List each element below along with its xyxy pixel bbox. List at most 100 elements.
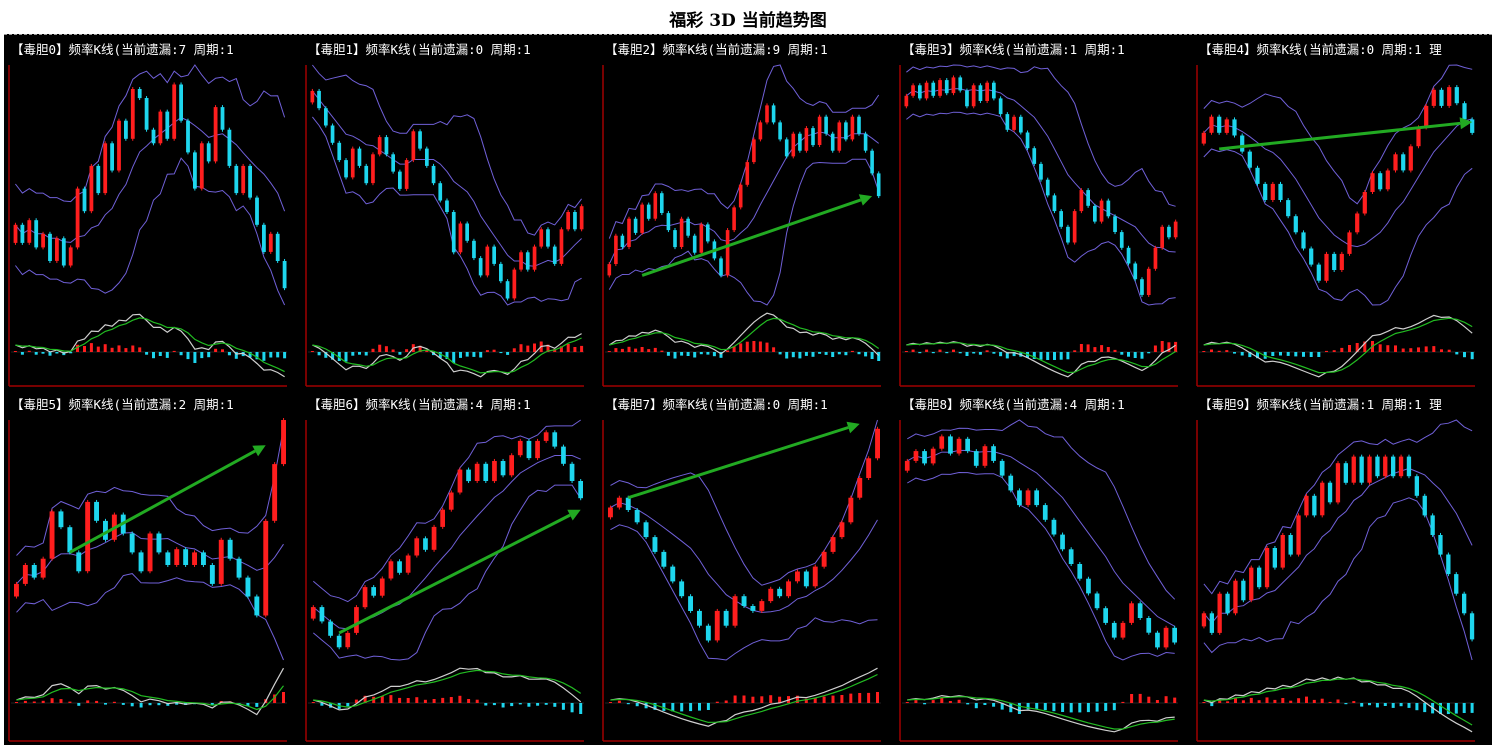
indicator-bar xyxy=(1155,700,1159,703)
candle-body xyxy=(512,269,517,299)
candle-body xyxy=(1025,132,1030,149)
indicator-bar xyxy=(1210,703,1214,707)
candle-body xyxy=(1137,603,1143,618)
candle-body xyxy=(158,111,163,144)
band-lower-line xyxy=(1203,148,1473,306)
band-middle-line xyxy=(312,455,581,630)
candle-body xyxy=(1153,247,1158,269)
band-upper-line xyxy=(312,64,582,236)
indicator-bar xyxy=(221,349,224,352)
indicator-bar xyxy=(1447,349,1451,352)
candle-body xyxy=(156,533,162,553)
indicator-bar xyxy=(131,345,135,352)
candle-body xyxy=(848,497,854,523)
candle-body xyxy=(1385,170,1390,190)
indicator-bar xyxy=(484,703,488,706)
candle-body xyxy=(1133,263,1138,280)
candle-body xyxy=(1106,200,1111,217)
candle-body xyxy=(951,77,956,94)
indicator-bar xyxy=(634,348,638,352)
candle-body xyxy=(930,448,936,464)
indicator-bar xyxy=(234,352,238,359)
page-title: 福彩 3D 当前趋势图 xyxy=(669,11,827,31)
candle-body xyxy=(1094,593,1100,609)
indicator-bar xyxy=(1043,703,1047,710)
indicator-bar xyxy=(499,352,503,354)
candle-body xyxy=(227,539,233,559)
trend-arrow-line xyxy=(641,198,862,277)
candle-body xyxy=(172,84,177,139)
indicator-bar xyxy=(50,698,54,703)
candle-body xyxy=(179,84,183,121)
indicator-bar xyxy=(117,345,121,352)
indicator-bar xyxy=(1173,697,1177,703)
indicator-bar xyxy=(354,699,358,703)
candle-body xyxy=(379,578,385,596)
candle-body xyxy=(839,522,845,538)
candle-body xyxy=(1398,456,1404,477)
indicator-bar xyxy=(346,703,350,707)
panel-title: 【毒胆3】频率K线(当前遗漏:1 周期:1 xyxy=(902,42,1125,57)
candlestick-chart xyxy=(602,64,881,387)
candle-body xyxy=(1025,490,1031,506)
candle-body xyxy=(1408,146,1413,171)
candle-body xyxy=(345,632,351,648)
chart-panel-0: 【毒胆0】频率K线(当前遗漏:7 周期:1 xyxy=(5,35,302,390)
candle-body xyxy=(34,220,39,248)
candle-body xyxy=(129,533,135,553)
candle-body xyxy=(857,478,863,498)
candle-body xyxy=(705,625,711,641)
indicator-bar xyxy=(77,703,81,706)
indicator-bar xyxy=(876,692,879,703)
trend-arrow-line xyxy=(69,449,256,554)
candle-body xyxy=(362,587,368,608)
indicator-bar xyxy=(1273,699,1277,703)
candle-body xyxy=(1422,495,1427,516)
indicator-bar xyxy=(157,703,161,706)
indicator-bar xyxy=(364,352,368,356)
band-lower-line xyxy=(608,158,880,306)
candle-body xyxy=(745,162,750,185)
trend-arrow-line xyxy=(627,426,849,500)
candle-body xyxy=(478,258,483,276)
indicator-bar xyxy=(1446,703,1450,714)
indicator-bar xyxy=(957,699,961,703)
indicator-bar xyxy=(945,352,949,354)
indicator-bar xyxy=(34,352,38,355)
candle-body xyxy=(192,552,197,565)
indicator-bar xyxy=(1462,703,1466,713)
indicator-bar xyxy=(1470,352,1474,360)
indicator-bar xyxy=(1164,696,1168,703)
indicator-bar xyxy=(130,703,134,707)
candle-body xyxy=(75,188,80,248)
indicator-bar xyxy=(1279,352,1282,356)
indicator-bar xyxy=(1026,703,1030,710)
candle-body xyxy=(552,432,558,447)
candle-body xyxy=(1249,567,1254,601)
candle-body xyxy=(500,461,506,476)
candle-body xyxy=(1129,603,1134,623)
indicator-bar xyxy=(1104,703,1108,711)
candle-body xyxy=(1099,200,1104,222)
indicator-bar xyxy=(1061,703,1065,712)
indicator-bar xyxy=(1348,345,1351,352)
trend-arrow-line xyxy=(338,513,571,635)
candle-body xyxy=(1438,535,1443,555)
candle-body xyxy=(147,533,153,572)
candle-body xyxy=(1406,456,1412,477)
indicator-bar xyxy=(1113,349,1117,352)
candlestick-chart xyxy=(899,419,1178,742)
trend-arrow-head xyxy=(1459,117,1473,130)
candle-body xyxy=(971,85,976,107)
indicator-bar xyxy=(1360,703,1364,707)
indicator-bar xyxy=(214,348,218,352)
indicator-dif-line xyxy=(313,667,582,711)
indicator-bar xyxy=(533,343,536,352)
indicator-bar xyxy=(32,701,36,703)
indicator-bar xyxy=(751,696,755,703)
chart-panel-3: 【毒胆3】频率K线(当前遗漏:1 周期:1 xyxy=(896,35,1193,390)
indicator-bar xyxy=(246,703,250,706)
indicator-bar xyxy=(1309,352,1313,357)
candle-body xyxy=(263,520,269,616)
indicator-bar xyxy=(635,703,639,707)
